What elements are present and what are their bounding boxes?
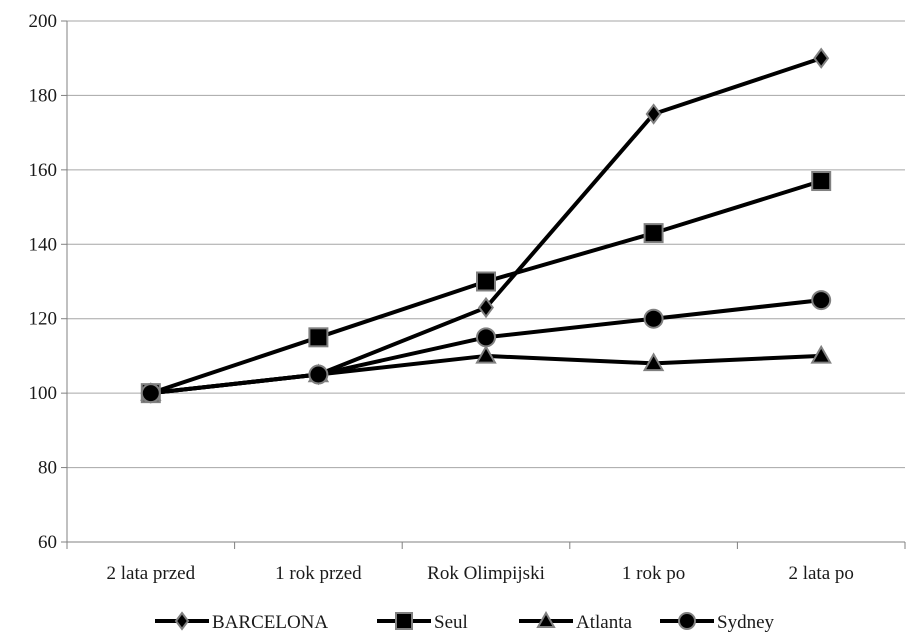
triangle-marker — [536, 610, 556, 628]
square-marker — [308, 327, 329, 348]
diamond-marker — [645, 103, 662, 125]
square-marker — [476, 271, 496, 292]
square-marker — [811, 171, 832, 192]
legend-item: Sydney — [660, 612, 775, 633]
y-axis-ticks: 60 80 100 120 140 160 180 200 — [29, 11, 67, 553]
x-tick-label: 1 rok przed — [275, 563, 362, 584]
legend-item: Seul — [377, 612, 468, 633]
y-tick-label: 160 — [29, 160, 58, 181]
legend-label: Sydney — [717, 612, 775, 633]
diamond-marker — [813, 47, 830, 69]
y-tick-label: 200 — [29, 11, 58, 32]
axes — [66, 21, 905, 543]
y-tick-label: 120 — [29, 309, 58, 330]
circle-marker — [678, 612, 696, 630]
legend-item: Atlanta — [519, 610, 632, 633]
diamond-marker — [174, 611, 190, 631]
circle-marker — [476, 327, 496, 348]
markers-seul — [140, 171, 832, 404]
legend-label: Seul — [434, 612, 468, 633]
circle-marker — [140, 383, 161, 404]
triangle-marker — [642, 352, 665, 372]
circle-marker — [643, 308, 664, 329]
square-marker — [643, 223, 664, 244]
y-tick-label: 60 — [38, 532, 57, 553]
circle-marker — [308, 364, 329, 385]
square-marker — [395, 612, 413, 630]
gridlines — [67, 20, 905, 469]
legend-label: Atlanta — [576, 612, 632, 633]
x-axis-ticks: 2 lata przed 1 rok przed Rok Olimpijski 1 r… — [66, 542, 906, 584]
series-group — [140, 47, 832, 404]
y-tick-label: 180 — [29, 85, 58, 106]
y-tick-label: 80 — [38, 458, 57, 479]
triangle-marker — [475, 344, 497, 364]
legend: BARCELONA Seul Atlanta Sydney — [155, 610, 775, 633]
x-tick-label: Rok Olimpijski — [427, 563, 545, 584]
markers-atlanta — [140, 344, 832, 401]
x-tick-label: 2 lata po — [788, 563, 853, 584]
legend-label: BARCELONA — [212, 612, 328, 633]
circle-marker — [811, 290, 832, 311]
triangle-marker — [810, 344, 832, 364]
diamond-marker — [478, 296, 494, 319]
y-tick-label: 100 — [29, 383, 58, 404]
legend-item: BARCELONA — [155, 611, 328, 633]
y-tick-label: 140 — [29, 234, 58, 255]
markers-sydney — [140, 290, 832, 404]
x-tick-label: 1 rok po — [622, 563, 685, 584]
x-tick-label: 2 lata przed — [106, 563, 195, 584]
